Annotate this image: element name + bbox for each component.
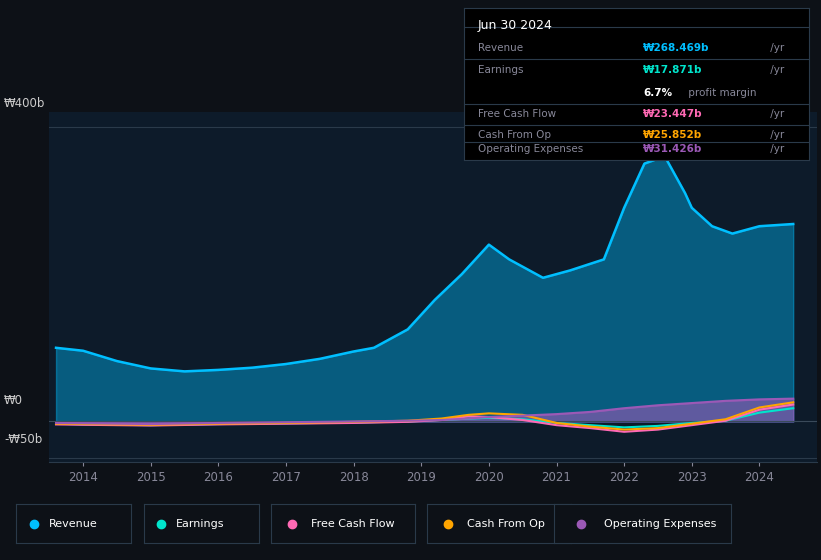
Text: Cash From Op: Cash From Op	[467, 519, 545, 529]
Text: /yr: /yr	[768, 109, 785, 119]
Text: Operating Expenses: Operating Expenses	[478, 144, 583, 154]
Text: /yr: /yr	[768, 66, 785, 76]
Text: Revenue: Revenue	[48, 519, 98, 529]
Text: ₩17.871b: ₩17.871b	[643, 66, 703, 76]
Text: Jun 30 2024: Jun 30 2024	[478, 19, 553, 32]
Text: Operating Expenses: Operating Expenses	[603, 519, 716, 529]
Text: /yr: /yr	[768, 43, 785, 53]
Text: Revenue: Revenue	[478, 43, 523, 53]
Text: Cash From Op: Cash From Op	[478, 130, 551, 141]
Text: /yr: /yr	[768, 130, 785, 141]
Text: -₩50b: -₩50b	[4, 433, 43, 446]
Text: Earnings: Earnings	[478, 66, 523, 76]
Text: Free Cash Flow: Free Cash Flow	[311, 519, 395, 529]
Text: 6.7%: 6.7%	[643, 88, 672, 98]
Text: ₩400b: ₩400b	[4, 97, 45, 110]
Text: /yr: /yr	[768, 144, 785, 154]
Text: Earnings: Earnings	[176, 519, 224, 529]
Text: ₩268.469b: ₩268.469b	[643, 43, 709, 53]
Text: Free Cash Flow: Free Cash Flow	[478, 109, 556, 119]
Text: profit margin: profit margin	[685, 88, 756, 98]
Text: ₩31.426b: ₩31.426b	[643, 144, 703, 154]
Text: ₩25.852b: ₩25.852b	[643, 130, 703, 141]
Text: ₩23.447b: ₩23.447b	[643, 109, 703, 119]
Text: ₩0: ₩0	[4, 394, 23, 407]
